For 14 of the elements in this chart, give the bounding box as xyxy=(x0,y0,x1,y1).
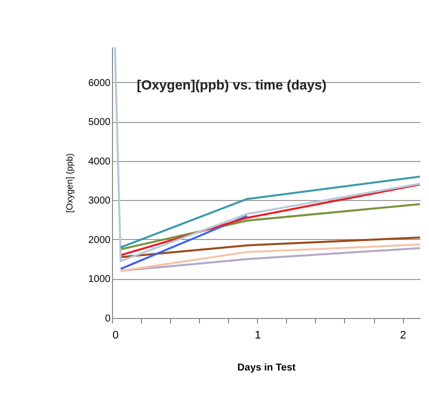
y-tick-label: 4000 xyxy=(88,156,111,168)
x-tick-label: 1 xyxy=(254,330,261,342)
y-tick-label: 1000 xyxy=(88,274,111,286)
y-tick-label: 5000 xyxy=(88,117,111,128)
y-tick-label: 6000 xyxy=(88,78,111,89)
y-tick-label: 3000 xyxy=(88,196,111,207)
y-tick-label: 0 xyxy=(104,314,111,324)
y-tick-label: 2000 xyxy=(88,234,111,246)
text: [Oxygen](ppb) vs. time (days) xyxy=(136,78,327,92)
y-axis-title: [Oxygen] (ppb) xyxy=(64,153,74,213)
x-tick-label: 2 xyxy=(400,330,406,342)
x-axis-title: Days in Test xyxy=(237,362,296,374)
x-tick-label: 0 xyxy=(112,330,119,342)
line-series xyxy=(114,47,420,262)
